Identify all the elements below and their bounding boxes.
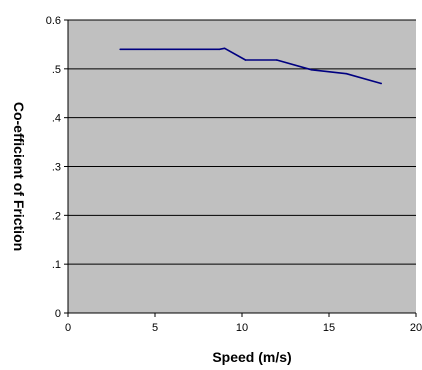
data-point-0-7 — [345, 72, 348, 75]
y-tick-label-6: 0.6 — [46, 15, 61, 27]
y-tick-label-3: .3 — [52, 162, 61, 174]
data-point-0-0 — [119, 48, 121, 51]
x-tick-label-0: 0 — [65, 322, 71, 334]
y-axis-title: Co-efficient of Friction — [11, 102, 27, 251]
data-point-0-2 — [218, 48, 221, 51]
x-tick-labels: 0 5 10 15 20 — [65, 313, 422, 334]
data-point-0-3 — [223, 47, 226, 50]
y-tick-labels: 0 .1 .2 .3 .4 .5 0.6 — [46, 15, 68, 320]
y-tick-label-0: 0 — [55, 308, 61, 320]
data-point-0-5 — [276, 59, 278, 61]
series-layer — [119, 47, 383, 85]
x-tick-label-3: 15 — [323, 322, 335, 334]
x-tick-label-1: 5 — [152, 322, 158, 334]
data-point-0-1 — [154, 48, 156, 51]
data-point-0-8 — [380, 82, 383, 85]
data-point-0-6 — [310, 69, 313, 71]
gridlines — [68, 19, 416, 265]
y-tick-label-4: .4 — [52, 113, 61, 125]
y-tick-label-5: .5 — [52, 64, 61, 76]
y-tick-label-1: .1 — [52, 259, 61, 271]
x-axis-title: Speed (m/s) — [212, 349, 291, 365]
x-tick-label-4: 20 — [410, 322, 422, 334]
data-point-0-4 — [244, 59, 247, 61]
y-tick-label-2: .2 — [52, 210, 61, 222]
x-tick-label-2: 10 — [236, 322, 248, 334]
